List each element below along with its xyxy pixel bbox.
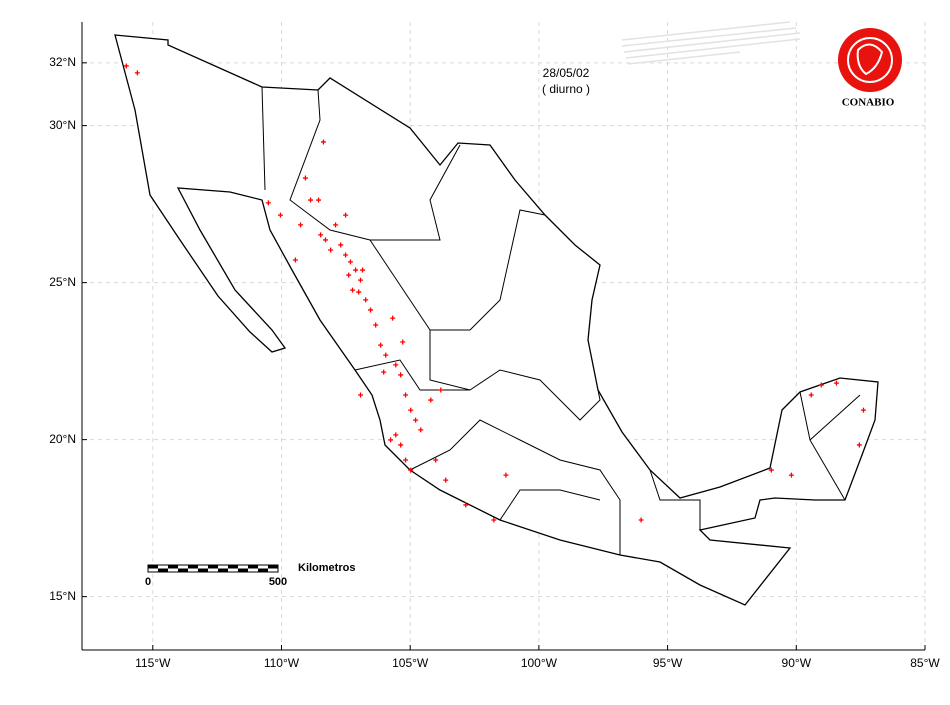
hotspot [316,197,322,203]
hotspot [390,315,396,321]
hotspot [833,380,839,386]
scale-label: Kilometros [298,562,355,574]
map-date: 28/05/02 [543,66,590,80]
hotspot [373,322,379,328]
hotspot [350,287,356,293]
hotspot [788,472,794,478]
hotspot [338,242,344,248]
scale-end: 500 [269,576,287,588]
hotspot [318,232,324,238]
x-tick-label: 105°W [392,656,429,670]
decor-stripes [621,21,801,65]
hotspot [393,432,399,438]
hotspot [363,297,369,303]
hotspot [328,247,334,253]
hotspot [323,237,329,243]
hotspot [298,222,304,228]
state-borders [261,86,861,555]
logo [838,28,902,92]
hotspot [381,369,387,375]
hotspot [343,212,349,218]
hotspot [320,139,326,145]
y-tick-label: 20°N [49,432,76,446]
scale-start: 0 [145,576,151,588]
x-tick-label: 100°W [521,656,558,670]
logo-text: CONABIO [842,97,895,109]
hotspot [491,517,497,523]
hotspot [438,387,444,393]
hotspot [292,257,298,263]
hotspot [860,407,866,413]
hotspot [398,442,404,448]
hotspot [408,407,414,413]
hotspot [368,307,374,313]
hotspot [503,472,509,478]
hotspot [400,339,406,345]
hotspot [818,382,824,388]
y-tick-label: 30°N [49,118,76,132]
hotspot [808,392,814,398]
hotspot [768,467,774,473]
hotspot [123,63,129,69]
y-tick-label: 25°N [49,275,76,289]
hotspot [134,70,140,76]
hotspot [403,457,409,463]
hotspot [265,200,271,206]
hotspot [408,467,414,473]
x-tick-label: 115°W [135,656,171,670]
hotspot [353,267,359,273]
hotspot [346,272,352,278]
hotspot [358,392,364,398]
hotspot [638,517,644,523]
hotspot [393,362,399,368]
hotspot [413,417,419,423]
x-tick-label: 90°W [782,656,812,670]
hotspot [398,372,404,378]
hotspot [302,175,308,181]
hotspot [856,442,862,448]
hotspot [347,259,353,265]
hotspot [378,342,384,348]
hotspot [443,477,449,483]
hotspot [428,397,434,403]
hotspot [388,437,394,443]
scale-bar [147,564,279,573]
hotspot [418,427,424,433]
hotspot [277,212,283,218]
map-subtitle: ( diurno ) [542,82,590,96]
hotspot [358,277,364,283]
hotspot [333,222,339,228]
hotspot [433,457,439,463]
hotspot [343,252,349,258]
y-tick-label: 32°N [49,55,76,69]
hotspot [356,289,362,295]
hotspot [383,352,389,358]
hotspot [463,502,469,508]
y-tick-label: 15°N [49,589,76,603]
x-tick-label: 95°W [653,656,683,670]
hotspot [308,197,314,203]
hotspot [403,392,409,398]
x-tick-label: 110°W [264,656,300,670]
hotspot [360,267,366,273]
x-tick-label: 85°W [910,656,940,670]
